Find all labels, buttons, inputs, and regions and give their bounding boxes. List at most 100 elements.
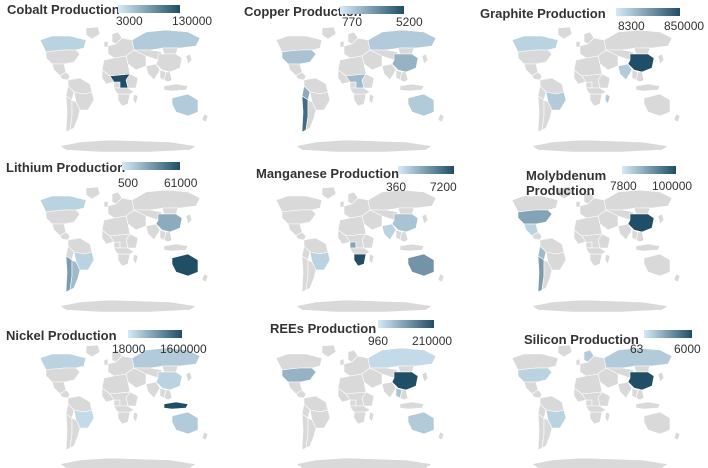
region-se-asia <box>635 231 645 243</box>
region-uk <box>339 40 345 48</box>
region-greenland <box>321 344 337 358</box>
world-map <box>275 26 445 153</box>
region-usa <box>517 209 553 225</box>
legend-min: 8300 <box>618 19 645 33</box>
region-australia <box>407 253 435 277</box>
region-west-africa <box>337 69 351 85</box>
region-gabon <box>113 81 121 89</box>
region-india <box>381 223 397 241</box>
region-gabon <box>349 81 357 89</box>
region-antarctica <box>295 139 433 153</box>
region-central-america <box>531 231 543 241</box>
region-india <box>381 381 397 399</box>
color-legend <box>378 320 434 328</box>
region-nz <box>673 273 681 283</box>
region-south-africa <box>589 253 603 267</box>
color-legend <box>340 6 404 14</box>
region-india <box>617 63 633 81</box>
region-central-america <box>59 71 71 81</box>
region-southern-africa <box>585 405 607 413</box>
world-map <box>511 344 681 468</box>
region-se-asia <box>163 71 173 83</box>
legend-max: 6000 <box>674 342 701 356</box>
region-antarctica <box>295 299 433 312</box>
region-greenland <box>557 26 573 40</box>
region-usa <box>45 209 81 225</box>
world-map <box>275 344 445 468</box>
legend-max: 1600000 <box>160 342 207 356</box>
region-south-africa <box>589 93 603 107</box>
region-indonesia <box>635 243 661 252</box>
map-panel-lithium: Lithium Production 500 61000 <box>0 156 236 312</box>
region-canada <box>511 353 559 371</box>
region-se-asia <box>399 71 409 83</box>
region-greenland <box>85 344 101 358</box>
region-japan <box>185 371 193 383</box>
region-greenland <box>85 186 101 200</box>
region-southern-africa <box>585 247 607 255</box>
region-australia <box>171 93 199 117</box>
map-panel-rees: REEs Production 960 210000 <box>236 312 472 468</box>
region-russia <box>131 189 201 211</box>
region-uk <box>339 200 345 208</box>
region-argentina <box>305 99 317 131</box>
color-legend <box>122 162 180 170</box>
region-india <box>145 223 161 241</box>
region-southern-africa <box>349 87 371 95</box>
region-greenland <box>321 26 337 40</box>
map-panel-nickel: Nickel Production 18000 1600000 <box>0 312 236 468</box>
region-gabon <box>113 241 121 249</box>
region-southern-africa <box>113 247 135 255</box>
region-madagascar <box>368 93 375 105</box>
region-west-africa <box>337 387 351 403</box>
region-southern-africa <box>113 405 135 413</box>
region-mongolia <box>161 365 179 373</box>
world-map <box>511 186 681 312</box>
region-central-america <box>295 71 307 81</box>
region-gabon <box>349 241 357 249</box>
region-greenland <box>85 26 101 40</box>
region-mongolia <box>633 47 651 55</box>
region-se-asia <box>399 231 409 243</box>
region-china <box>627 371 655 391</box>
region-australia <box>643 253 671 277</box>
legend-min: 63 <box>630 342 644 356</box>
region-indonesia <box>399 401 425 410</box>
map-panel-silicon: Silicon Production 63 6000 <box>472 312 708 468</box>
legend-max: 850000 <box>664 19 705 33</box>
region-china <box>627 213 655 233</box>
region-canada <box>275 35 323 53</box>
region-southern-africa <box>349 247 371 255</box>
region-west-africa <box>101 387 115 403</box>
region-south-africa <box>117 411 131 425</box>
region-mongolia <box>397 47 415 55</box>
region-usa <box>281 367 317 383</box>
region-west-africa <box>337 229 351 245</box>
region-gabon <box>585 241 593 249</box>
region-central-america <box>59 389 71 399</box>
legend-max: 5200 <box>396 15 423 29</box>
region-argentina <box>541 99 553 131</box>
map-panel-graphite: Graphite Production 8300 850000 <box>472 0 708 156</box>
region-argentina <box>541 417 553 449</box>
region-mongolia <box>633 365 651 373</box>
world-map <box>39 26 209 153</box>
region-china <box>155 53 183 73</box>
region-madagascar <box>368 411 375 423</box>
region-south-africa <box>117 253 131 267</box>
region-se-asia <box>635 389 645 401</box>
legend-max: 61000 <box>164 176 198 190</box>
region-central-america <box>295 389 307 399</box>
region-madagascar <box>132 93 139 105</box>
region-west-africa <box>573 69 587 85</box>
region-indonesia <box>163 243 189 252</box>
region-japan <box>657 53 665 65</box>
region-antarctica <box>531 457 669 468</box>
region-southern-africa <box>585 87 607 95</box>
region-argentina <box>69 99 81 131</box>
region-russia <box>367 29 437 51</box>
legend-max: 130000 <box>172 14 213 28</box>
map-title: Cobalt Production <box>7 2 120 17</box>
color-legend <box>644 330 692 338</box>
region-china <box>627 53 655 73</box>
